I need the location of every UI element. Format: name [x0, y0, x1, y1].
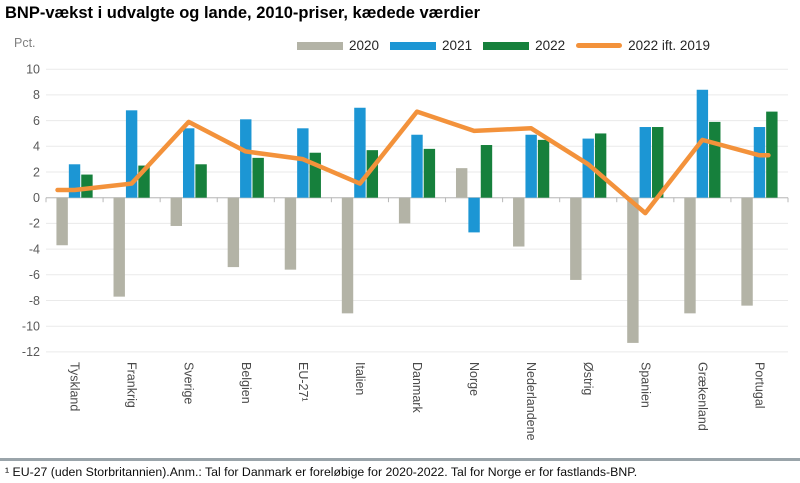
legend-line-swatch — [576, 43, 623, 48]
bar-2022-Belgien — [252, 157, 264, 198]
bar-2022-Italien — [366, 150, 379, 198]
y-axis-tick-label: 10 — [26, 63, 40, 77]
bar-2022-Portugal — [766, 111, 778, 198]
bar-2021-Grækenland — [696, 89, 709, 198]
x-axis-category-label: Østrig — [581, 362, 595, 395]
bar-2022-Norge — [480, 145, 493, 198]
x-axis-category-label: Nederlandene — [524, 362, 538, 441]
x-axis-category-label: Belgien — [239, 362, 253, 404]
x-axis-category-label: Norge — [467, 362, 481, 396]
x-axis-category-label: EU-27¹ — [296, 362, 310, 402]
y-axis-tick-label: 4 — [33, 140, 40, 154]
bar-2022-Sverige — [195, 164, 207, 198]
legend-swatch-2022 — [483, 41, 530, 50]
x-axis-category-label: Spanien — [638, 362, 652, 408]
bar-2021-Italien — [354, 107, 366, 198]
bar-2021-Norge — [468, 197, 480, 233]
bar-2020-Grækenland — [684, 197, 696, 314]
legend-item-2022-vs-2019: 2022 ift. 2019 — [576, 38, 710, 53]
bar-2020-EU-27¹ — [284, 197, 297, 270]
bar-2021-Frankrig — [125, 110, 138, 198]
y-axis-tick-label: 2 — [33, 165, 40, 179]
y-axis-tick-label: -12 — [22, 345, 40, 359]
legend-item-2020: 2020 — [297, 38, 379, 53]
bar-2020-Portugal — [741, 197, 753, 306]
bar-2022-Grækenland — [709, 121, 721, 198]
footnote: ¹ EU-27 (uden Storbritannien).Anm.: Tal … — [5, 465, 638, 479]
y-axis-tick-label: -6 — [29, 268, 40, 282]
legend-item-2021: 2021 — [390, 38, 472, 53]
bar-2020-Belgien — [227, 197, 240, 268]
x-axis-category-label: Italien — [353, 362, 367, 395]
bar-2022-Spanien — [652, 127, 664, 198]
bar-2022-Frankrig — [138, 165, 150, 198]
bar-2020-Frankrig — [113, 197, 125, 297]
bar-2020-Nederlandene — [513, 197, 525, 247]
x-axis-category-label: Danmark — [410, 362, 424, 413]
legend-swatch-2020 — [297, 41, 343, 50]
bar-2022-Østrig — [594, 133, 607, 198]
chart-title: BNP-vækst i udvalgte og lande, 2010-pris… — [5, 4, 481, 22]
x-axis-category-label: Tyskland — [68, 362, 82, 411]
bar-2021-Nederlandene — [525, 134, 537, 198]
bar-2020-Danmark — [398, 197, 411, 224]
x-axis-category-label: Frankrig — [125, 362, 139, 408]
y-axis-unit-label: Pct. — [14, 36, 36, 50]
bnp-growth-chart: 10 8 6 4 2 0 -2 -4 -6 -8 -10 -12 Tyskland Frankrig Sve… — [22, 63, 789, 441]
footer-divider — [0, 458, 800, 461]
legend-item-2022: 2022 — [483, 38, 565, 53]
x-axis-category-label: Portugal — [752, 362, 766, 409]
bar-2022-Nederlandene — [537, 139, 550, 198]
y-axis-tick-label: 6 — [33, 114, 40, 128]
legend: 2020 2021 2022 2022 ift. 2019 — [297, 38, 710, 53]
bar-2021-Sverige — [182, 128, 195, 198]
legend-label-2022: 2022 — [535, 38, 566, 53]
legend-swatch-2021 — [390, 41, 437, 50]
line-2022-vs-2019 — [55, 109, 771, 216]
bar-2021-Belgien — [240, 119, 252, 198]
y-axis-tick-label: -10 — [22, 320, 40, 334]
bar-2021-Spanien — [639, 127, 652, 198]
y-axis-tick-label: -8 — [29, 294, 40, 308]
bar-2021-Tyskland — [68, 164, 81, 198]
bar-2022-EU-27¹ — [309, 152, 321, 198]
y-axis-tick-label: -4 — [29, 242, 40, 256]
bar-2021-Østrig — [582, 138, 594, 198]
y-axis-tick-label: 0 — [33, 191, 40, 205]
bar-2020-Østrig — [570, 197, 582, 280]
y-axis-tick-label: -2 — [29, 217, 40, 231]
bar-2020-Sverige — [170, 197, 182, 226]
legend-label-2020: 2020 — [349, 38, 380, 53]
bar-2020-Spanien — [627, 197, 639, 343]
legend-label-2022-vs-2019: 2022 ift. 2019 — [628, 38, 710, 53]
bar-2022-Danmark — [423, 148, 436, 198]
legend-label-2021: 2021 — [442, 38, 473, 53]
bar-2022-Tyskland — [81, 174, 93, 198]
x-axis-category-label: Sverige — [182, 362, 196, 404]
bar-2020-Italien — [341, 197, 354, 314]
x-axis-category-label: Grækenland — [695, 362, 709, 431]
bar-2020-Tyskland — [56, 197, 68, 246]
bar-2021-EU-27¹ — [297, 128, 309, 198]
bar-2021-Portugal — [753, 127, 766, 198]
bar-2021-Danmark — [411, 134, 423, 198]
bar-2020-Norge — [455, 168, 468, 198]
y-axis-tick-label: 8 — [33, 88, 40, 102]
